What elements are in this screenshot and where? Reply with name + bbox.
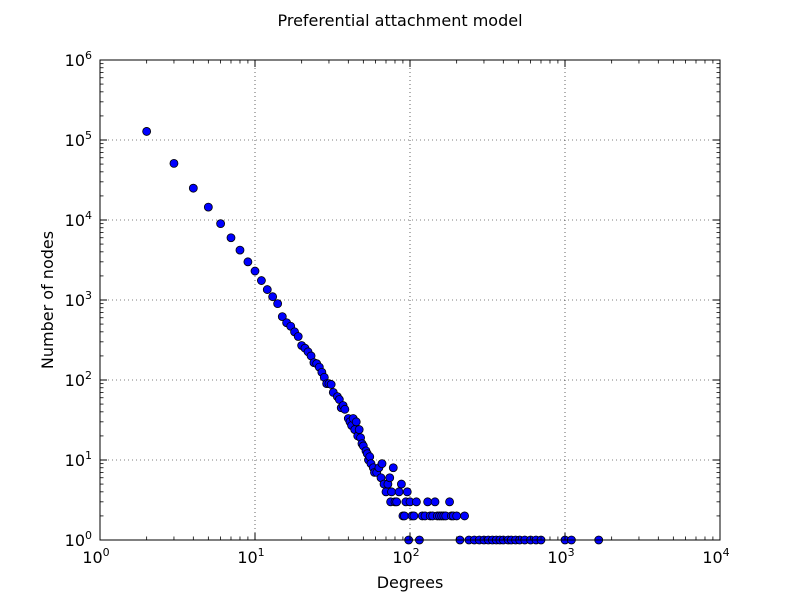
data-point — [387, 487, 396, 497]
data-point — [268, 292, 278, 302]
y-tick-label: 101 — [65, 449, 92, 470]
y-tick-label: 104 — [65, 209, 92, 230]
y-axis-label: Number of nodes — [38, 231, 57, 369]
data-point — [293, 332, 303, 341]
grid-lines — [100, 60, 720, 540]
data-point — [460, 511, 469, 521]
x-axis-label: Degrees — [377, 573, 444, 592]
data-point — [423, 497, 433, 507]
data-point — [216, 219, 226, 229]
data-point — [169, 158, 179, 168]
x-tick-labels: 100 101 102 103 104 — [82, 546, 729, 567]
data-point — [394, 487, 404, 497]
data-point — [250, 266, 260, 276]
data-point — [340, 404, 350, 414]
x-tick-label: 104 — [702, 546, 729, 567]
data-point — [402, 487, 412, 497]
data-point — [445, 497, 454, 507]
data-point — [142, 127, 152, 136]
data-point — [354, 425, 364, 434]
data-point — [351, 417, 361, 427]
data-point — [377, 459, 387, 469]
chart-title: Preferential attachment model — [277, 11, 522, 30]
x-tick-label: 100 — [82, 546, 109, 567]
data-point — [257, 276, 266, 285]
data-point — [412, 497, 421, 507]
y-tick-label: 102 — [65, 369, 92, 390]
data-point — [235, 245, 245, 255]
x-tick-label: 103 — [547, 546, 574, 567]
axis-ticks — [99, 59, 721, 541]
data-point — [409, 511, 419, 521]
data-point — [399, 511, 409, 521]
data-point — [396, 479, 406, 489]
data-points — [142, 127, 604, 545]
data-point — [452, 511, 462, 521]
x-tick-label: 102 — [392, 546, 419, 567]
y-tick-label: 100 — [65, 529, 92, 550]
y-tick-label: 105 — [65, 129, 92, 150]
y-tick-label: 106 — [65, 49, 92, 70]
data-point — [326, 380, 336, 389]
data-point — [226, 233, 236, 243]
data-point — [262, 285, 272, 294]
data-point — [385, 473, 395, 483]
data-point — [188, 183, 198, 193]
data-point — [273, 299, 283, 309]
y-tick-label: 103 — [65, 289, 92, 310]
data-point — [277, 312, 287, 322]
data-point — [203, 202, 213, 212]
data-point — [392, 497, 402, 507]
data-point — [243, 257, 253, 267]
data-point — [388, 463, 398, 473]
data-point — [430, 497, 440, 507]
x-tick-label: 101 — [237, 546, 264, 567]
y-tick-labels: 100 101 102 103 104 105 106 — [65, 49, 92, 550]
